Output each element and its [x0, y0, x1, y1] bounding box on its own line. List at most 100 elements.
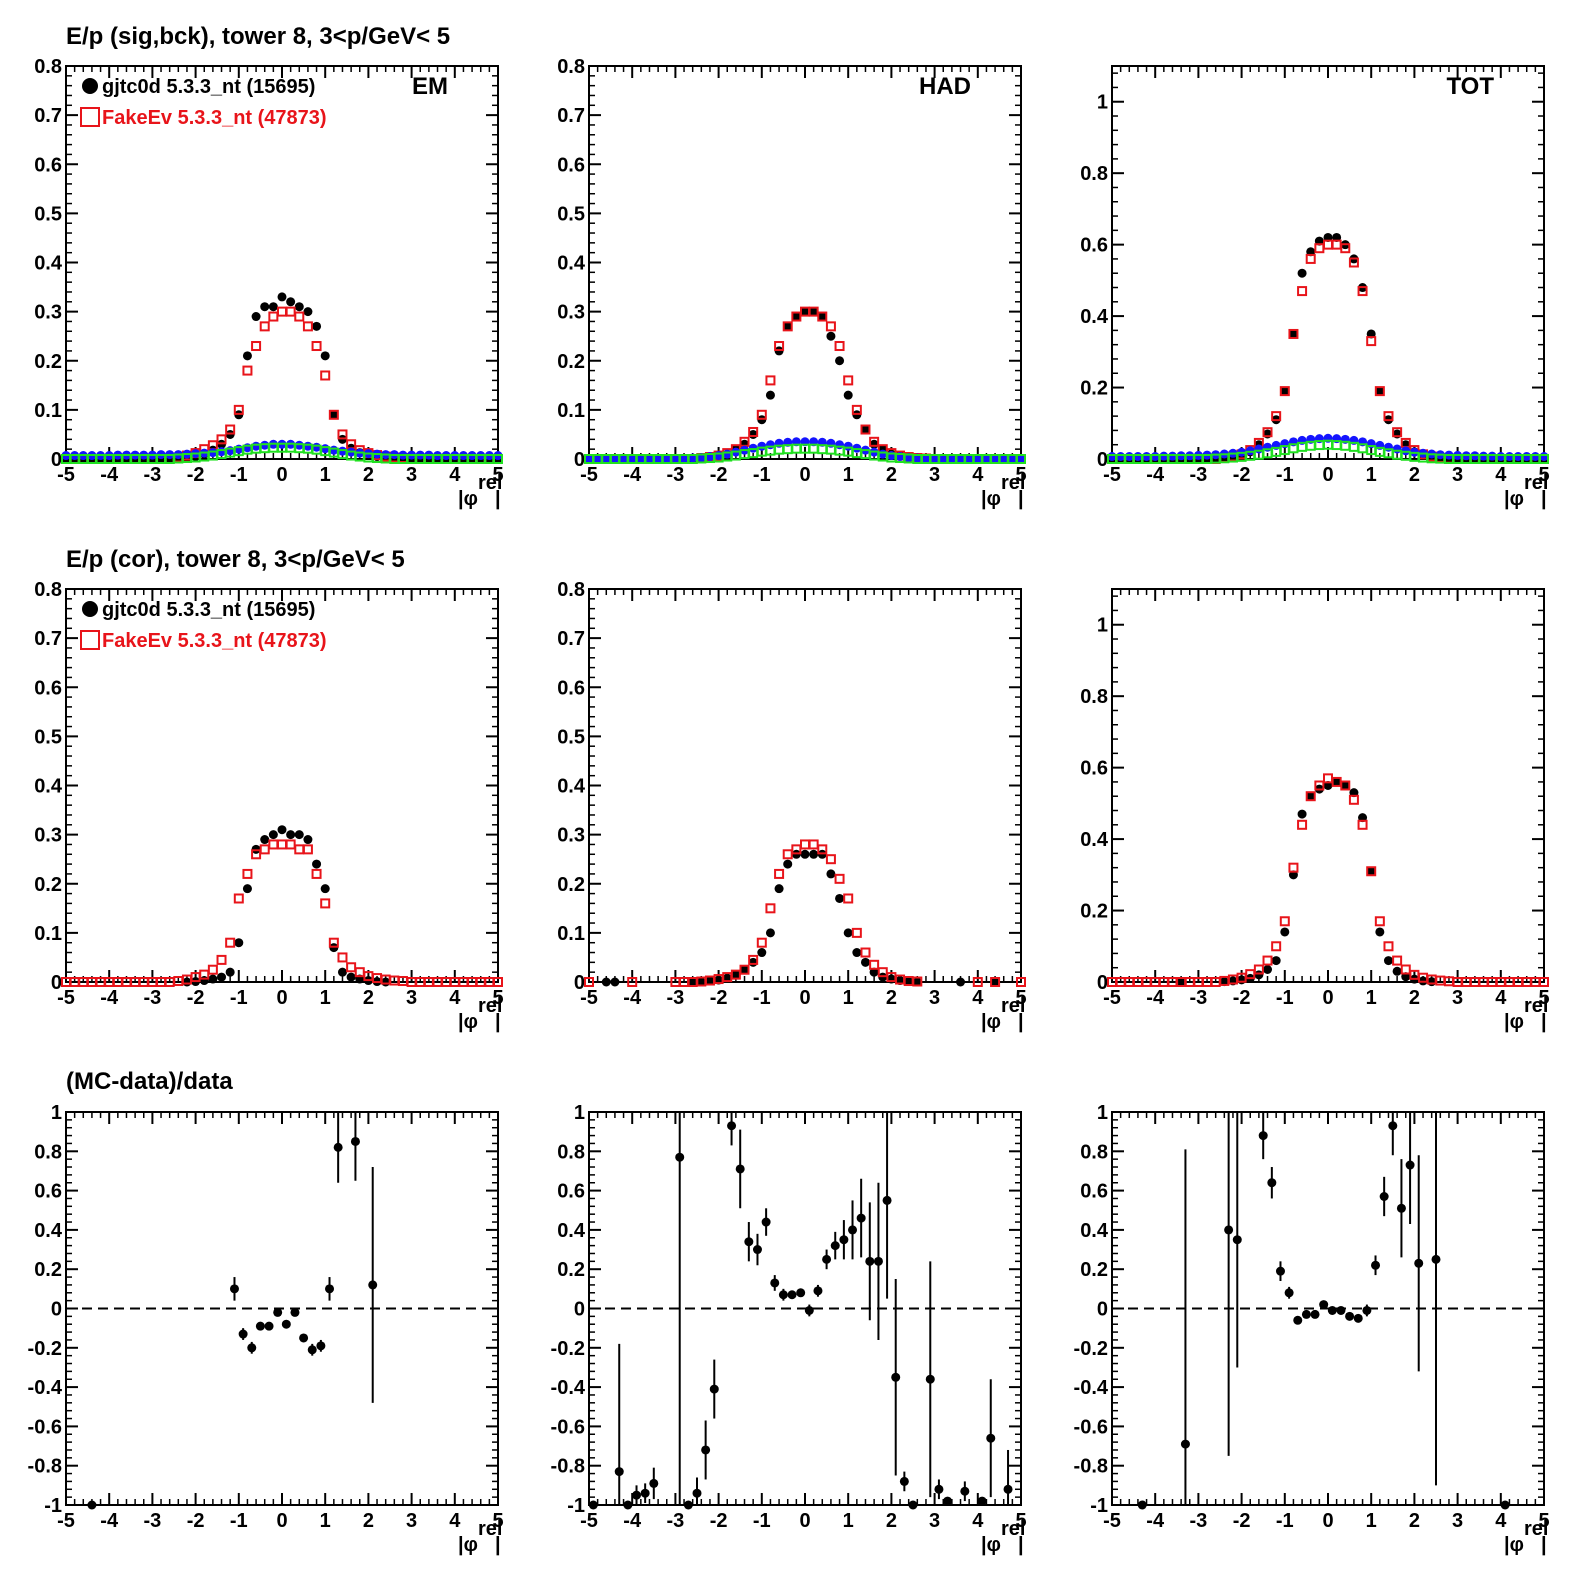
- y-tick-label: -0.4: [28, 1377, 63, 1399]
- y-tick-label: 0.1: [557, 923, 585, 945]
- x-tick-label: 1: [1366, 1510, 1377, 1532]
- x-axis-label-sup: rel: [1524, 995, 1548, 1017]
- y-tick-label: 0.8: [34, 1141, 62, 1163]
- mc-point: [493, 977, 503, 987]
- x-tick-label: 2: [1409, 987, 1420, 1009]
- x-tick-label: 2: [1409, 1510, 1420, 1532]
- data-point: [765, 390, 775, 400]
- x-tick-label: 0: [799, 464, 810, 486]
- x-tick-label: 4: [1495, 987, 1507, 1009]
- mc-point: [1305, 253, 1316, 264]
- bck-mc-point: [1539, 454, 1549, 464]
- ratio-point: [727, 1121, 737, 1131]
- mc-point: [912, 976, 923, 987]
- mc-point: [285, 839, 296, 850]
- x-tick-label: -2: [187, 987, 205, 1009]
- y-tick-label: 0.8: [1080, 1141, 1108, 1163]
- x-axis-label-sup: rel: [478, 1518, 502, 1540]
- x-axis-label: |φ: [1504, 488, 1524, 510]
- mc-point: [584, 977, 594, 987]
- mc-point: [268, 839, 279, 850]
- x-tick-label: 3: [1452, 987, 1463, 1009]
- x-tick-label: 3: [406, 987, 417, 1009]
- data-point: [783, 321, 793, 331]
- x-tick-label: -3: [1190, 464, 1208, 486]
- y-tick-label: 0.6: [1080, 1181, 1108, 1203]
- x-tick-label: -4: [623, 1510, 642, 1532]
- bck-data-point: [956, 454, 966, 464]
- ratio-point: [873, 1256, 883, 1266]
- ratio-point: [1180, 1439, 1190, 1449]
- ratio-point: [1258, 1131, 1268, 1141]
- mc-point: [1262, 955, 1273, 966]
- data-point: [277, 825, 287, 835]
- data-point: [286, 830, 296, 840]
- row-title-ratio: (MC-data)/data: [66, 1068, 233, 1095]
- mc-point: [277, 306, 287, 317]
- ratio-point: [1379, 1191, 1389, 1201]
- y-tick-label: 0.2: [557, 874, 585, 896]
- x-tick-label: -3: [667, 464, 685, 486]
- x-tick-label: -3: [144, 987, 162, 1009]
- y-tick-label: 0.3: [34, 302, 62, 324]
- mc-point: [216, 954, 227, 965]
- panel-had_sig: -5 -4 -3 -2 -1 0 1 2 3 4 5 0 0.1 0.2 0.3 0.4 0.5 0.6 0.7 0.…: [557, 56, 1026, 510]
- mc-point: [268, 311, 279, 322]
- y-tick-label: 0.5: [557, 203, 585, 225]
- data-point: [1280, 927, 1290, 937]
- y-tick-label: 0.4: [1080, 1220, 1109, 1242]
- mc-point: [259, 844, 270, 855]
- mc-point: [207, 964, 218, 975]
- ratio-point: [1353, 1313, 1363, 1323]
- data-point: [1219, 977, 1229, 987]
- bck-data-point: [921, 454, 931, 464]
- ratio-point: [735, 1164, 745, 1174]
- bck-data-point: [1487, 451, 1497, 461]
- x-tick-label: -5: [580, 987, 598, 1009]
- ratio-point: [368, 1280, 378, 1290]
- row-title-signal-background: E/p (sig,bck), tower 8, 3<p/GeV< 5: [66, 23, 450, 50]
- y-tick-label: -0.8: [551, 1456, 585, 1478]
- bck-data-point: [653, 454, 663, 464]
- panel-frame: [588, 65, 1022, 460]
- x-tick-label: 5: [1015, 987, 1026, 1009]
- mc-point: [216, 434, 227, 445]
- x-tick-label: -3: [1190, 1510, 1208, 1532]
- data-point: [601, 977, 611, 987]
- ratio-point: [1388, 1121, 1398, 1131]
- data-point: [1332, 777, 1342, 787]
- data-point: [1340, 781, 1350, 790]
- data-point: [268, 830, 278, 840]
- panel-label: HAD: [919, 73, 971, 100]
- mc-point: [748, 954, 759, 965]
- bck-data-point: [679, 454, 689, 464]
- legend-label-data: gjtc0d 5.3.3_nt (15695): [102, 599, 315, 621]
- data-point: [242, 884, 252, 894]
- ratio-point: [925, 1374, 935, 1384]
- mc-point: [225, 424, 236, 435]
- ratio-point: [238, 1329, 248, 1339]
- data-point: [303, 307, 313, 317]
- ratio-point: [796, 1288, 806, 1298]
- ratio-point: [333, 1142, 343, 1152]
- mc-point: [337, 952, 348, 963]
- ratio-point: [307, 1345, 317, 1355]
- x-axis-label-sup: rel: [1524, 1518, 1548, 1540]
- x-tick-label: 2: [886, 987, 897, 1009]
- mc-point: [817, 844, 828, 855]
- mc-point: [843, 375, 854, 386]
- x-tick-label: 5: [1538, 987, 1549, 1009]
- ratio-point: [778, 1290, 788, 1300]
- data-point: [1375, 927, 1385, 937]
- panel-frame: [588, 588, 1022, 983]
- y-tick-label: 0.8: [557, 56, 585, 78]
- data-point: [268, 302, 278, 312]
- x-tick-label: 0: [1322, 464, 1333, 486]
- x-tick-label: -1: [1276, 464, 1294, 486]
- x-tick-label: -2: [710, 987, 728, 1009]
- y-tick-label: -0.8: [1074, 1456, 1108, 1478]
- mc-point: [782, 321, 793, 332]
- y-tick-label: 0: [1097, 449, 1108, 471]
- ratio-point: [882, 1195, 892, 1205]
- data-point: [1176, 977, 1186, 987]
